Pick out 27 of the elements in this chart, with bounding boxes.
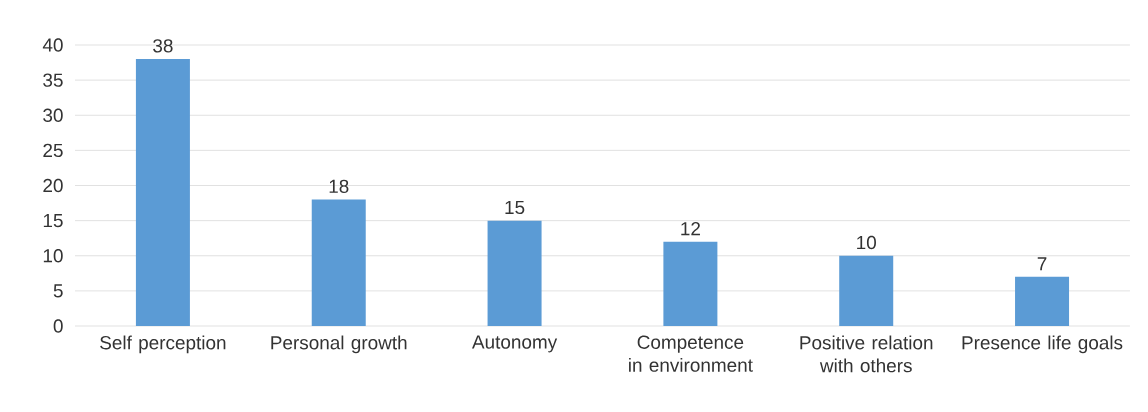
y-tick-label: 20 [43, 178, 63, 193]
data-label: 15 [505, 200, 525, 215]
data-label: 10 [857, 235, 876, 250]
y-tick-label: 25 [43, 143, 63, 158]
x-tick-label: Competence in environment [629, 335, 753, 372]
bar [1015, 276, 1070, 326]
y-tick-label: 10 [43, 249, 63, 263]
x-tick-label: Positive relation with others [800, 335, 933, 373]
bar [135, 59, 190, 326]
data-label: 38 [153, 39, 173, 53]
y-tick-label: 15 [43, 214, 63, 228]
y-tick-label: 35 [43, 73, 63, 87]
x-tick-label: Autonomy [471, 335, 558, 353]
x-tick-label: Personal growth [271, 335, 407, 354]
data-label: 18 [329, 179, 349, 194]
y-tick-label: 5 [53, 284, 63, 298]
y-tick-label: 30 [43, 108, 63, 122]
bar [663, 241, 718, 326]
x-tick-label: Presence life goals [962, 335, 1123, 354]
y-tick-label: 40 [42, 38, 63, 52]
data-label: 7 [1037, 257, 1047, 271]
data-label: 12 [681, 221, 700, 236]
bar [839, 255, 894, 326]
bar [311, 199, 366, 326]
x-tick-label: Self perception [100, 335, 226, 354]
bar [487, 220, 542, 326]
y-tick-label: 0 [53, 319, 63, 333]
